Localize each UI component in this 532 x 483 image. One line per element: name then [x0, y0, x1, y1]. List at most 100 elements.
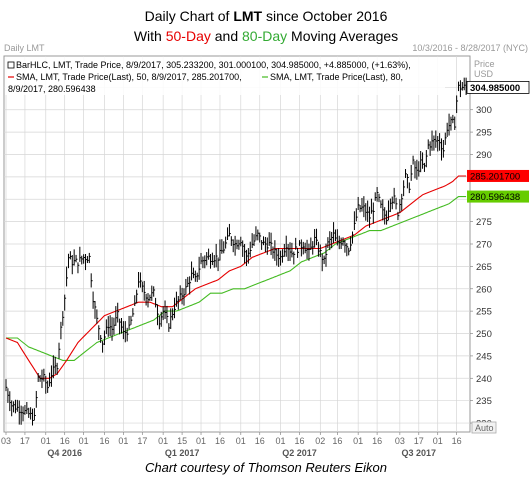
- price-bar: [406, 174, 409, 189]
- subtitle-80day: 80-Day: [242, 28, 288, 44]
- price-bar: [408, 182, 411, 194]
- price-bar: [397, 211, 400, 221]
- price-bar: [244, 244, 246, 264]
- x-quarter-label: Q3 2017: [402, 448, 437, 458]
- x-tick-label: 01: [236, 436, 246, 446]
- price-bar: [209, 253, 212, 269]
- price-bar: [259, 232, 262, 243]
- price-bar: [300, 239, 303, 257]
- price-bar: [113, 317, 116, 335]
- price-bar: [202, 256, 205, 269]
- price-bar: [304, 242, 307, 254]
- price-bar: [143, 280, 146, 301]
- price-bar: [37, 373, 40, 382]
- price-bar: [280, 250, 282, 266]
- price-bar: [399, 199, 402, 214]
- price-chart: Daily LMT 10/3/2016 - 8/28/2017 (NYC) 23…: [1, 44, 530, 458]
- chart-title: Daily Chart of LMT since October 2016: [0, 6, 532, 26]
- chart-credit: Chart courtesy of Thomson Reuters Eikon: [144, 460, 388, 475]
- price-bar: [425, 150, 428, 168]
- price-bar: [230, 236, 233, 246]
- price-bar: [435, 130, 438, 148]
- price-bar: [60, 321, 63, 340]
- price-bar: [433, 135, 436, 151]
- price-bar: [187, 276, 190, 287]
- last-price-tag: [466, 81, 530, 94]
- x-tick-label: 17: [414, 436, 424, 446]
- price-bar: [459, 80, 462, 98]
- price-bar: [162, 306, 165, 321]
- price-bar: [331, 231, 334, 249]
- legend-price: BarHLC, LMT, Trade Price, 8/9/2017, 305.…: [16, 60, 411, 70]
- price-bar: [403, 180, 406, 197]
- legend-sma80: SMA, LMT, Trade Price(Last), 80,: [270, 72, 403, 82]
- price-bar: [338, 235, 341, 250]
- price-bar: [255, 226, 258, 241]
- price-bar: [293, 251, 296, 265]
- price-bar: [418, 161, 421, 177]
- price-bar: [102, 341, 104, 353]
- price-bar: [192, 267, 195, 279]
- price-bar: [88, 252, 91, 264]
- price-bar: [58, 342, 61, 359]
- x-tick-label: 01: [276, 436, 286, 446]
- price-bar: [26, 401, 29, 415]
- price-bar: [342, 237, 345, 246]
- price-bar: [109, 315, 112, 337]
- price-bar: [350, 236, 353, 251]
- price-bar: [414, 161, 417, 179]
- price-bar: [376, 187, 379, 202]
- price-bar: [105, 319, 108, 335]
- x-quarter-label: Q2 2017: [282, 448, 317, 458]
- price-bar: [67, 253, 70, 269]
- y-axis: 2302352402452502552602652702752802852902…: [470, 83, 492, 430]
- price-bar: [194, 270, 197, 282]
- price-bar: [85, 254, 87, 271]
- price-bar: [270, 232, 273, 256]
- price-bar: [287, 243, 290, 262]
- price-bar: [206, 252, 209, 266]
- price-bar: [240, 236, 243, 247]
- price-bar: [340, 237, 343, 250]
- chart-title-block: Daily Chart of LMT since October 2016 Wi…: [0, 6, 532, 46]
- price-bar: [253, 234, 256, 246]
- price-bar: [374, 192, 377, 201]
- x-tick-label: 16: [99, 436, 109, 446]
- price-bar: [227, 227, 229, 241]
- legend-bar-icon: [7, 61, 15, 69]
- price-bar: [367, 200, 370, 222]
- price-bar: [75, 254, 78, 263]
- x-tick-label: 17: [137, 436, 147, 446]
- price-bar: [387, 200, 390, 221]
- price-bar: [410, 164, 413, 181]
- x-tick-label: 16: [372, 436, 382, 446]
- y-tick-label: 290: [476, 150, 492, 161]
- price-bar: [393, 187, 396, 204]
- x-quarter-label: Q4 2016: [47, 448, 82, 458]
- price-bar: [164, 300, 167, 319]
- price-bar: [117, 302, 120, 323]
- price-bar: [56, 362, 59, 375]
- subtitle-suffix: Moving Averages: [287, 28, 399, 44]
- price-bar: [334, 229, 337, 242]
- auto-scale-button[interactable]: [471, 421, 497, 434]
- price-bar: [22, 406, 25, 422]
- price-bar: [141, 281, 144, 293]
- y-tick-label: 300: [476, 105, 492, 116]
- y-tick-label: 265: [476, 262, 492, 273]
- x-tick-label: 16: [452, 436, 462, 446]
- price-bar: [179, 285, 182, 300]
- price-bar: [11, 400, 14, 417]
- chart-header-right: 10/3/2016 - 8/28/2017 (NYC): [412, 44, 528, 53]
- price-bar-series: [5, 77, 468, 426]
- price-bar: [440, 138, 443, 161]
- price-bar: [151, 285, 154, 301]
- price-bar: [278, 248, 281, 267]
- price-bar: [266, 237, 269, 255]
- price-bar: [134, 295, 137, 306]
- x-quarter-label: Q1 2017: [165, 448, 200, 458]
- price-bar: [234, 235, 237, 256]
- price-bar: [215, 243, 218, 268]
- price-bar: [382, 199, 385, 221]
- x-axis: 03 17 01 16 01 16 01 17 01 15 01 16 01 16 01 16 02 16 01 16…: [1, 432, 462, 458]
